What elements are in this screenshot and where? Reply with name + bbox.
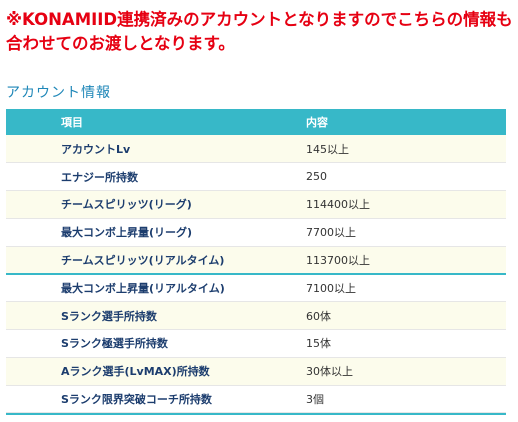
table-row: Sランク選手所持数 60体 — [6, 301, 506, 331]
section-title-account-info: アカウント情報 — [6, 85, 111, 101]
row-item-label: Sランク選手所持数 — [6, 301, 306, 331]
table-row: 最大コンボ上昇量(リアルタイム) 7100以上 — [6, 272, 506, 303]
row-item-label: エナジー所持数 — [6, 162, 306, 192]
row-value: 145以上 — [306, 135, 506, 164]
row-value: 30体以上 — [306, 357, 506, 386]
row-value: 7700以上 — [306, 218, 506, 247]
table-row: アカウントLv 145以上 — [6, 135, 506, 164]
row-value: 114400以上 — [306, 190, 506, 219]
header-value: 内容 — [306, 116, 328, 129]
table-header-row: 項目 内容 — [6, 109, 506, 135]
row-item-label: チームスピリッツ(リーグ) — [6, 190, 306, 219]
account-info-table: 項目 内容 アカウントLv 145以上 エナジー所持数 250 チームスピリッツ… — [6, 109, 506, 414]
row-item-label: 最大コンボ上昇量(リアルタイム) — [6, 272, 306, 303]
row-value: 60体 — [306, 301, 506, 331]
table-bottom-divider — [6, 413, 506, 416]
table-row: 最大コンボ上昇量(リーグ) 7700以上 — [6, 218, 506, 247]
row-item-label: チームスピリッツ(リアルタイム) — [6, 246, 306, 275]
table-row: チームスピリッツ(リーグ) 114400以上 — [6, 190, 506, 219]
row-item-label: 最大コンボ上昇量(リーグ) — [6, 218, 306, 247]
notice-line-2: 合わせてのお渡しとなります。 — [6, 34, 235, 53]
row-item-label: Sランク極選手所持数 — [6, 329, 306, 358]
account-info-table-container: 項目 内容 アカウントLv 145以上 エナジー所持数 250 チームスピリッツ… — [6, 109, 506, 416]
row-value: 7100以上 — [306, 272, 506, 303]
row-value: 113700以上 — [306, 246, 506, 275]
table-row: チームスピリッツ(リアルタイム) 113700以上 — [6, 246, 506, 275]
table-row: Aランク選手(LvMAX)所持数 30体以上 — [6, 357, 506, 386]
table-row: Sランク限界突破コーチ所持数 3個 — [6, 385, 506, 414]
notice-text: ※KONAMIID連携済みのアカウントとなりますのでこちらの情報も 合わせてのお… — [6, 8, 514, 56]
table-row: エナジー所持数 250 — [6, 162, 506, 192]
row-item-label: アカウントLv — [6, 135, 306, 164]
table-row: Sランク極選手所持数 15体 — [6, 329, 506, 358]
header-item: 項目 — [61, 116, 83, 129]
row-value: 3個 — [306, 385, 506, 414]
row-item-label: Aランク選手(LvMAX)所持数 — [6, 357, 306, 386]
row-item-label: Sランク限界突破コーチ所持数 — [6, 385, 306, 414]
row-value: 15体 — [306, 329, 506, 358]
notice-line-1: ※KONAMIID連携済みのアカウントとなりますのでこちらの情報も — [6, 10, 513, 29]
row-value: 250 — [306, 162, 506, 192]
